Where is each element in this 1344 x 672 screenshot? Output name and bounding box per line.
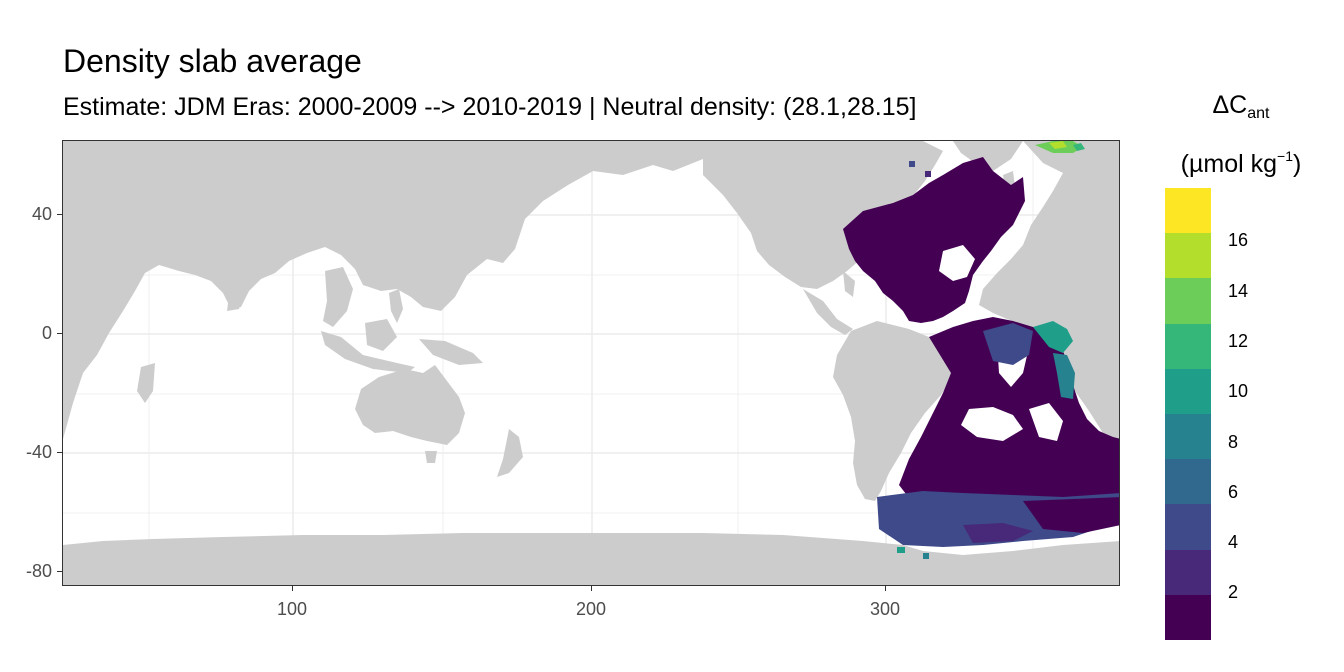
legend-swatch-2	[1165, 278, 1211, 324]
legend-unit-sup: −1	[1277, 148, 1293, 164]
cant-field	[843, 141, 1119, 559]
legend-swatch-7	[1165, 504, 1211, 550]
plot-title: Density slab average	[63, 43, 362, 79]
land	[63, 141, 1119, 585]
legend-swatch-4	[1165, 368, 1211, 414]
y-tick-mark-neg40	[57, 452, 62, 453]
x-tick-mark-100	[292, 586, 293, 591]
legend-label: 16	[1228, 230, 1249, 250]
y-tick-label: -40	[25, 442, 52, 462]
legend-label: 12	[1228, 331, 1249, 351]
x-tick-label: 200	[575, 599, 607, 619]
legend-swatch-5	[1165, 413, 1211, 460]
x-tick-mark-200	[591, 586, 592, 591]
legend-label: 14	[1228, 281, 1249, 301]
cant-north-atlantic	[843, 157, 1025, 323]
x-tick-mark-300	[885, 586, 886, 591]
map-panel	[62, 140, 1120, 586]
legend-label: 8	[1228, 432, 1239, 452]
y-tick-label: 40	[31, 204, 52, 224]
legend-title: ΔCant (µmol kg−1)	[1158, 88, 1324, 181]
legend-swatch-0	[1165, 188, 1211, 234]
cant-equatorial-patch	[983, 323, 1033, 365]
plot-subtitle: Estimate: JDM Eras: 2000-2009 --> 2010-2…	[63, 93, 917, 121]
legend-label: 4	[1228, 532, 1239, 552]
legend-swatch-3	[1165, 323, 1211, 369]
legend-subscript: ant	[1247, 105, 1270, 122]
legend-symbol: ΔC	[1212, 91, 1248, 119]
x-tick-label: 100	[276, 599, 308, 619]
y-tick-label: 0	[41, 323, 52, 343]
legend-swatch-9	[1165, 594, 1211, 640]
y-tick-mark-0	[57, 333, 62, 334]
x-tick-label: 300	[869, 599, 901, 619]
y-tick-mark-40	[57, 214, 62, 215]
legend-label: 6	[1228, 482, 1239, 502]
legend-colorbar	[1165, 188, 1211, 640]
y-tick-mark-neg80	[57, 571, 62, 572]
legend-swatch-6	[1165, 459, 1211, 505]
y-tick-label: -80	[25, 561, 52, 581]
cant-gulf-of-guinea	[1033, 321, 1073, 353]
legend-label: 10	[1228, 381, 1249, 401]
legend-unit-close: )	[1293, 150, 1302, 178]
legend-unit-open: (µmol kg	[1180, 150, 1278, 178]
legend-swatch-1	[1165, 233, 1211, 279]
map-svg	[63, 141, 1119, 585]
legend-swatch-8	[1165, 549, 1211, 595]
legend-label: 2	[1228, 582, 1239, 602]
